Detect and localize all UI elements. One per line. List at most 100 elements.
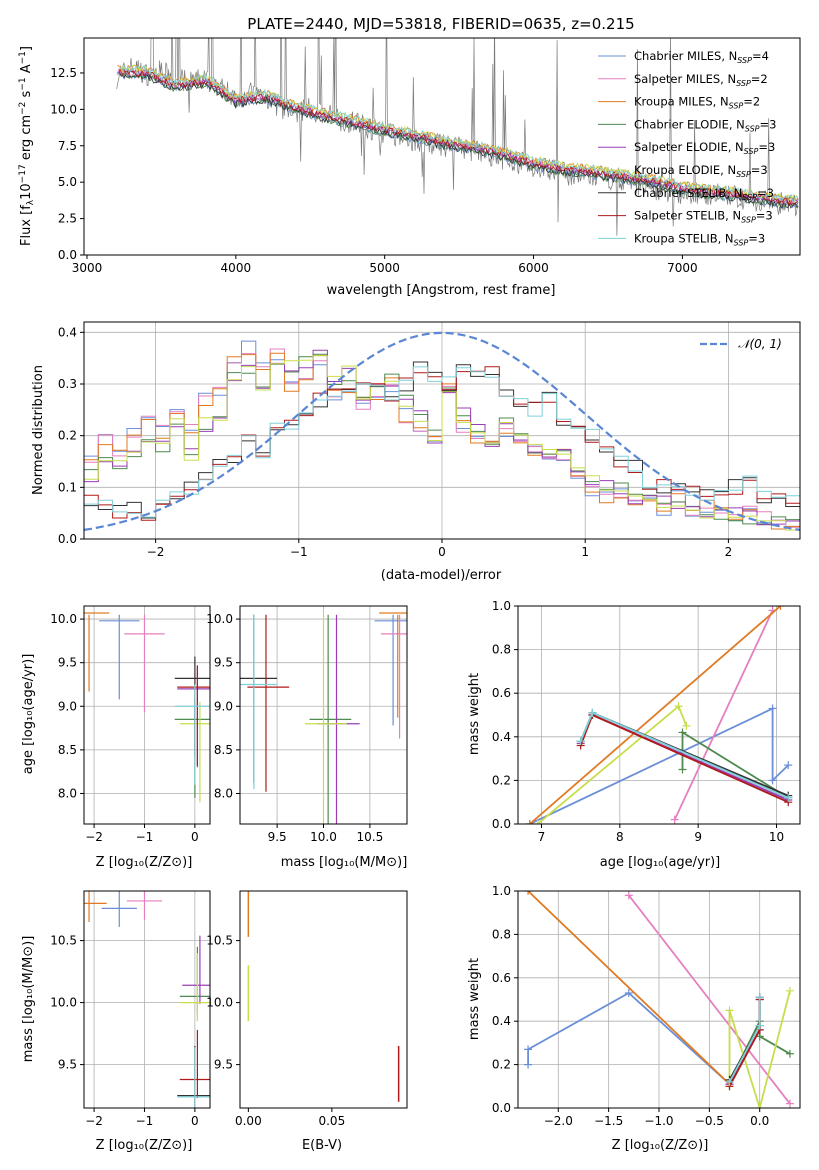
x-tick-label: −1.0 xyxy=(644,1114,673,1128)
x-tick-label: 9 xyxy=(694,830,702,844)
histogram-kroupa-elodie xyxy=(84,355,800,531)
weight-marker xyxy=(682,721,691,730)
weight-marker xyxy=(674,702,683,711)
y-tick-label: 9.5 xyxy=(58,1058,77,1072)
plot-area xyxy=(524,891,794,1108)
plot-area xyxy=(84,612,210,803)
y-tick-label: 0.2 xyxy=(492,773,511,787)
legend-entry: Chabrier STELIB, NSSP=3 xyxy=(634,186,774,202)
legend-entry: Kroupa MILES, NSSP=2 xyxy=(634,95,760,111)
x-tick-label: 7000 xyxy=(667,261,698,275)
weight-marker xyxy=(768,776,777,785)
y-tick-label: 1.0 xyxy=(492,884,511,898)
y-tick-label: 0.4 xyxy=(492,730,511,744)
weight-line-salpeter-miles xyxy=(673,610,774,820)
x-tick-label: 3000 xyxy=(72,261,103,275)
y-tick-label: 8.5 xyxy=(58,743,77,757)
spectrum-panel: 3000 4000 5000 6000 7000 0.0 2.5 5.0 7.5 10.0 12.5… xyxy=(50,37,801,275)
x-tick-label: 2 xyxy=(725,545,733,559)
model-spectrum-salpeter-stelib xyxy=(119,69,798,206)
weightz-marker xyxy=(524,891,533,895)
weightz-marker xyxy=(624,988,633,997)
y-tick-label: 0.8 xyxy=(492,927,511,941)
plot-area xyxy=(247,891,400,1102)
legend-entry: Kroupa ELODIE, NSSP=3 xyxy=(634,163,768,179)
axes-frame xyxy=(517,605,801,825)
plot-area xyxy=(116,38,799,236)
y-tick-label: 0.1 xyxy=(58,480,77,494)
weight-marker xyxy=(533,820,542,824)
legend-entry: 𝒩(0, 1) xyxy=(738,337,782,351)
y-tick-label: 0.0 xyxy=(58,532,77,546)
x-tick-label: −2 xyxy=(147,545,165,559)
model-spectrum-kroupa-elodie xyxy=(118,64,799,202)
x-tick-label: 10.5 xyxy=(357,830,384,844)
x-tick-label: 0.0 xyxy=(750,1114,769,1128)
age-z-panel: −2 −1 0 8.0 8.5 9.0 9.5 10.0 xyxy=(50,605,211,844)
y-tick-label: 10.0 xyxy=(206,612,233,626)
axes-frame xyxy=(83,37,801,256)
y-tick-label: 9.5 xyxy=(214,1058,233,1072)
y-tick-label: 0.2 xyxy=(492,1058,511,1072)
axes-frame xyxy=(239,890,408,1109)
x-tick-label: 10.0 xyxy=(310,830,337,844)
weight-marker xyxy=(525,820,534,824)
x-tick-label: 0.00 xyxy=(235,1114,262,1128)
plot-area xyxy=(525,606,793,824)
y-tick-label: 0.3 xyxy=(58,377,77,391)
age-z-xlabel: Z [log₁₀(Z/Z⊙)] xyxy=(96,855,193,870)
residuals-panel: −2 −1 0 1 2 0.0 0.1 0.2 0.3 0.4 𝒩(0, 1) xyxy=(58,321,801,559)
residuals-ylabel: Normed distribution xyxy=(31,365,46,495)
legend-entry: Kroupa STELIB, NSSP=3 xyxy=(634,231,765,247)
x-tick-label: 0.05 xyxy=(318,1114,345,1128)
y-tick-label: 7.5 xyxy=(58,139,77,153)
weightz-marker xyxy=(624,891,633,900)
weight-z-panel: −2.0 −1.5 −1.0 −0.5 0.0 0.0 0.2 0.4 0.6 0.8 1.0 xyxy=(492,884,801,1128)
weight-age-panel: 7 8 9 10 0.0 0.2 0.4 0.6 0.8 1.0 xyxy=(492,599,801,844)
axes-frame xyxy=(83,890,211,1109)
x-tick-label: 0 xyxy=(438,545,446,559)
weightz-marker xyxy=(785,1099,794,1108)
x-tick-label: 9.5 xyxy=(268,830,287,844)
weight-z-xlabel: Z [log₁₀(Z/Z⊙)] xyxy=(612,1138,709,1153)
x-tick-label: −1 xyxy=(290,545,308,559)
plot-area xyxy=(84,891,210,1108)
y-tick-label: 0.4 xyxy=(58,325,77,339)
y-tick-label: 0.2 xyxy=(58,429,77,443)
weightz-marker xyxy=(524,1060,533,1069)
y-tick-label: 0.4 xyxy=(492,1014,511,1028)
y-tick-label: 8.5 xyxy=(214,743,233,757)
weight-marker xyxy=(588,708,597,717)
weightz-marker xyxy=(785,986,794,995)
x-tick-label: −1 xyxy=(136,1114,154,1128)
x-tick-label: −2.0 xyxy=(544,1114,573,1128)
x-tick-label: −2 xyxy=(85,1114,103,1128)
y-tick-label: 10.5 xyxy=(206,934,233,948)
y-tick-label: 10.0 xyxy=(50,612,77,626)
figure-title: PLATE=2440, MJD=53818, FIBERID=0635, z=0… xyxy=(247,15,634,33)
y-tick-label: 0.6 xyxy=(492,971,511,985)
legend-entry: Salpeter MILES, NSSP=2 xyxy=(634,72,768,88)
y-tick-label: 10.0 xyxy=(50,996,77,1010)
spectrum-xlabel: wavelength [Angstrom, rest frame] xyxy=(327,283,556,298)
x-tick-label: −2 xyxy=(85,830,103,844)
x-tick-label: 6000 xyxy=(518,261,549,275)
weightz-marker xyxy=(755,1021,764,1030)
x-tick-label: 0 xyxy=(191,830,199,844)
spectrum-legend: Chabrier MILES, NSSP=4 Salpeter MILES, NS… xyxy=(598,49,776,247)
model-spectrum-kroupa-stelib xyxy=(119,64,798,202)
y-tick-label: 10.5 xyxy=(50,934,77,948)
y-tick-label: 9.5 xyxy=(214,656,233,670)
weightz-marker xyxy=(725,1077,734,1086)
mass-ebv-panel: 0.00 0.05 9.5 10.0 10.5 xyxy=(206,890,408,1128)
weightz-marker xyxy=(755,1104,764,1108)
x-tick-label: 4000 xyxy=(221,261,252,275)
weightz-marker xyxy=(755,993,764,1002)
plot-area xyxy=(84,331,800,531)
weight-marker xyxy=(678,765,687,774)
axes-frame xyxy=(83,605,211,825)
x-tick-label: 0 xyxy=(191,1114,199,1128)
x-tick-label: −1 xyxy=(136,830,154,844)
y-tick-label: 10.0 xyxy=(50,102,77,116)
weight-age-xlabel: age [log₁₀(age/yr)] xyxy=(600,855,721,870)
